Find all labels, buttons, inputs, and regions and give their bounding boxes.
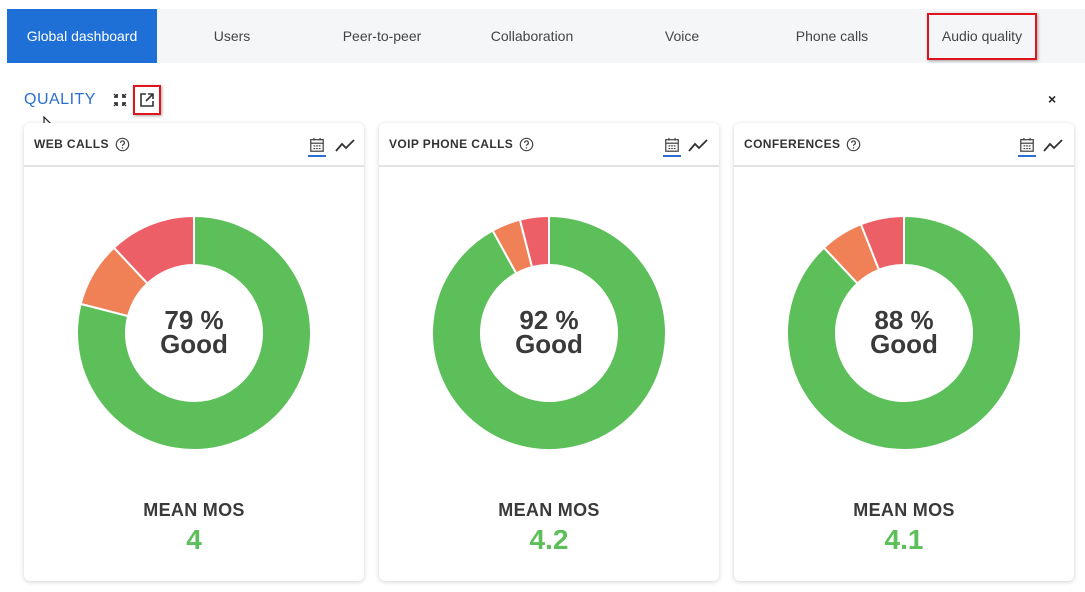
donut-slice-poor[interactable] [518,215,550,269]
tab-collaboration[interactable]: Collaboration [490,28,574,44]
calendar-icon[interactable] [308,137,326,157]
trend-line-icon[interactable] [335,137,355,155]
calendar-icon[interactable] [1018,137,1036,157]
rating-text: Good [870,329,938,359]
card-conferences: CONFERENCES 88 % Good MEAN MOS 4.1 [734,123,1074,581]
donut-slice-good[interactable] [76,215,312,451]
donut-slice-poor[interactable] [112,215,195,285]
card-header: CONFERENCES [734,123,1074,167]
donut-slice-poor[interactable] [859,215,905,272]
section-title: QUALITY [24,91,96,108]
help-icon[interactable] [115,137,130,152]
percent-text: 79 % [164,305,224,335]
mean-mos-label: MEAN MOS [853,500,955,520]
close-icon[interactable]: × [1048,91,1057,107]
donut-chart [431,215,667,451]
trend-line-icon[interactable] [1043,137,1063,155]
help-icon[interactable] [846,137,861,152]
calendar-icon[interactable] [663,137,681,157]
card-title: VOIP PHONE CALLS [389,137,514,151]
tab-audio-quality[interactable]: Audio quality [941,28,1023,44]
card-title: CONFERENCES [744,137,841,151]
card-voip-phone-calls: VOIP PHONE CALLS 92 % Good MEAN MOS 4.2 [379,123,719,581]
percent-text: 92 % [519,305,579,335]
help-icon[interactable] [519,137,534,152]
donut-slice-good[interactable] [431,215,667,451]
percent-text: 88 % [874,305,934,335]
mean-mos-value: 4.1 [884,524,924,555]
card-title: WEB CALLS [34,137,109,151]
tab-voice[interactable]: Voice [664,28,700,44]
rating-text: Good [515,329,583,359]
card-header: VOIP PHONE CALLS [379,123,719,167]
tab-phone-calls[interactable]: Phone calls [795,28,869,44]
tab-users[interactable]: Users [213,28,251,44]
trend-line-icon[interactable] [688,137,708,155]
collapse-icon[interactable] [112,92,128,108]
card-header: WEB CALLS [24,123,364,167]
tab-global-dashboard[interactable]: Global dashboard [7,9,157,63]
donut-chart [786,215,1022,451]
donut-chart [76,215,312,451]
mean-mos-label: MEAN MOS [498,500,600,520]
mean-mos-label: MEAN MOS [143,500,245,520]
open-external-icon[interactable] [139,92,155,108]
donut-slice-good[interactable] [786,215,1022,451]
top-nav-tabs: Global dashboard Users Peer-to-peer Coll… [7,9,1085,63]
mean-mos-value: 4.2 [529,524,569,555]
rating-text: Good [160,329,228,359]
tab-peer-to-peer[interactable]: Peer-to-peer [342,28,422,44]
mean-mos-value: 4 [186,524,202,555]
card-web-calls: WEB CALLS 79 % Good MEAN MOS 4 [24,123,364,581]
